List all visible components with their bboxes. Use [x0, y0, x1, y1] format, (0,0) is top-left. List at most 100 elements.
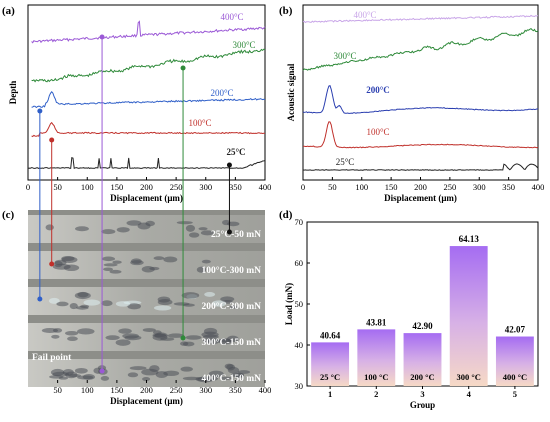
panel-d-xtick-label: 4	[467, 389, 472, 399]
panel-c-damage-mark	[74, 367, 88, 374]
panel-c-damage-mark	[69, 303, 78, 310]
panel-c-strip-label: 25°C-50 mN	[211, 229, 261, 240]
panel-a-xtick-label: 50	[53, 182, 62, 192]
panel-c-damage-mark	[141, 266, 155, 273]
panel-c-damage-mark	[185, 335, 202, 340]
panel-a-series-line	[31, 48, 266, 83]
panel-b-series-label: 300°C	[333, 51, 356, 61]
panel-c-connector-dot	[49, 261, 55, 267]
panel-b-xtick-label: 150	[385, 182, 398, 192]
panel-c-strip	[28, 323, 265, 351]
panel-d-value-label: 42.07	[505, 325, 526, 335]
panel-c-damage-mark	[61, 256, 75, 262]
panel-c-damage-mark	[222, 219, 231, 226]
panel-c-damage-mark	[115, 301, 131, 307]
panel-d-xlabel: Group	[410, 400, 435, 410]
panel-c-connector-dot	[226, 162, 232, 168]
panel-c-damage-mark	[152, 333, 168, 341]
panel-c-damage-mark	[67, 336, 78, 342]
panel-c-damage-mark	[224, 363, 234, 369]
panel-d-value-label: 64.13	[459, 234, 480, 244]
panel-c-damage-mark	[200, 230, 214, 236]
panel-d-bar	[449, 246, 488, 386]
panel-c-damage-mark	[116, 227, 130, 233]
panel-c-damage-mark	[101, 300, 113, 307]
panel-c-xtick-label: 400	[259, 385, 272, 395]
panel-c-damage-mark	[157, 296, 171, 303]
panel-c-damage-mark	[101, 256, 116, 262]
panel-c-damage-mark	[153, 256, 165, 261]
panel-b-xtick-label: 0	[301, 182, 305, 192]
panel-c-damage-mark	[101, 229, 116, 235]
panel-c-connector-dot	[49, 137, 55, 143]
panel-c-damage-mark	[149, 365, 160, 373]
panel-c-connector-dot	[37, 296, 43, 302]
panel-c-damage-mark	[167, 333, 185, 338]
panel-d-value-label: 43.81	[366, 317, 387, 327]
panel-c-xtick-label: 150	[111, 385, 124, 395]
panel-c-damage-mark	[152, 330, 162, 335]
panel-c-damage-mark	[220, 296, 235, 302]
panel-c-damage-mark	[204, 376, 219, 381]
panel-c-xtick-label: 100	[81, 385, 94, 395]
panel-c-damage-mark	[153, 305, 172, 311]
panel-c-connector-dot	[180, 65, 186, 71]
panel-c-damage-mark	[126, 220, 142, 226]
panel-c-damage-mark	[180, 366, 193, 372]
panel-c-damage-mark	[229, 305, 238, 309]
panel-c-xtick-label: 200	[140, 385, 153, 395]
panel-c-damage-mark	[127, 372, 139, 378]
panel-d-xtick-label: 1	[328, 389, 332, 399]
panel-c-damage-mark	[211, 300, 227, 307]
panel-a-series-label: 100°C	[188, 118, 211, 128]
panel-d-xtick-label: 3	[420, 389, 424, 399]
panel-c-damage-mark	[118, 328, 132, 334]
panel-d-value-label: 40.64	[320, 330, 341, 340]
panel-d-ylabel: Load (mN)	[284, 283, 294, 325]
panel-c-damage-mark	[173, 302, 190, 306]
panel-a-xtick-label: 250	[170, 182, 183, 192]
panel-a-xtick-label: 150	[111, 182, 124, 192]
panel-c-damage-mark	[109, 269, 122, 274]
panel-d-bar-label: 200 °C	[410, 372, 434, 382]
panel-c-xtick-label: 250	[170, 385, 183, 395]
panel-a-ylabel: Depth	[8, 81, 18, 105]
panel-c-tag: (c)	[2, 209, 15, 221]
panel-c-connector-dot	[99, 368, 105, 374]
panel-c-strip-label: 100°C-300 mN	[202, 265, 262, 276]
panel-c-damage-mark	[163, 256, 178, 263]
panel-d-ytick-label: 50	[295, 299, 304, 309]
panel-c-damage-mark	[48, 297, 60, 304]
panel-a-xtick-label: 0	[26, 182, 30, 192]
panel-c-damage-mark	[142, 328, 156, 332]
panel-b-series-line	[302, 27, 539, 71]
panel-a-xtick-label: 400	[259, 182, 272, 192]
panel-b-xtick-label: 100	[355, 182, 368, 192]
panel-c-damage-mark	[176, 221, 193, 225]
panel-b-series-line	[302, 84, 539, 114]
panel-b-frame	[302, 4, 539, 181]
panel-c-damage-mark	[122, 333, 139, 339]
panel-c-damage-mark	[115, 339, 131, 346]
panel-c-xtick-label: 50	[53, 385, 62, 395]
panel-a-xtick-label: 350	[229, 182, 242, 192]
panel-d-bar	[403, 333, 442, 386]
panel-b-xtick-label: 400	[532, 182, 545, 192]
panel-c-damage-mark	[181, 292, 200, 299]
panel-b-series-line	[303, 121, 539, 149]
panel-b-xtick-label: 200	[414, 182, 427, 192]
panel-b-ylabel: Acoustic signal	[286, 63, 296, 121]
panel-c-damage-mark	[226, 335, 239, 343]
panel-c-damage-mark	[137, 222, 151, 230]
panel-a-xlabel: Displacement (μm)	[110, 193, 183, 203]
panel-c-damage-mark	[77, 291, 89, 298]
panel-a-series-line	[27, 157, 266, 170]
panel-c-damage-mark	[206, 338, 220, 345]
panel-a-xtick-label: 100	[81, 182, 94, 192]
panel-c-damage-mark	[201, 259, 211, 264]
panel-c-damage-mark	[49, 375, 64, 379]
panel-c-damage-mark	[105, 335, 120, 341]
panel-c-damage-mark	[201, 331, 219, 338]
panel-c-damage-mark	[188, 232, 200, 238]
